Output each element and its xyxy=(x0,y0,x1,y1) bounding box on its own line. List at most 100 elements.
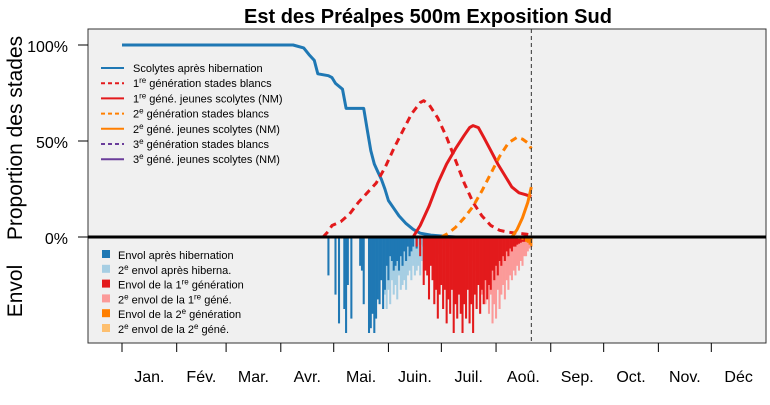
flight-bar xyxy=(514,237,517,276)
month-label: Avr. xyxy=(294,369,321,386)
flight-bar xyxy=(429,237,432,266)
flight-bar xyxy=(473,237,476,295)
x-axis-ticks xyxy=(121,343,712,352)
flight-bar xyxy=(491,237,494,271)
flight-bar xyxy=(345,237,348,333)
flight-bar xyxy=(503,237,506,300)
flight-bar xyxy=(343,237,346,309)
flight-bar xyxy=(512,237,515,271)
flight-bar xyxy=(456,237,459,319)
flight-bar xyxy=(519,237,522,243)
flight-bar xyxy=(517,237,521,244)
legend-label: 1re génération stades blancs xyxy=(133,76,272,91)
flight-bar xyxy=(350,237,353,319)
flight-bar xyxy=(382,237,385,309)
flight-bar xyxy=(426,237,429,276)
flight-bar xyxy=(502,237,505,285)
legend-label: 2e envol de la 1re géné. xyxy=(118,292,232,307)
flight-bar xyxy=(528,237,531,245)
flight-bar xyxy=(415,237,418,271)
flight-bar xyxy=(337,237,341,324)
flight-bar xyxy=(470,237,473,305)
month-label: Aoû. xyxy=(507,369,540,386)
flight-bar xyxy=(523,237,526,242)
flight-bar xyxy=(376,237,379,300)
flight-bar xyxy=(525,237,528,242)
flight-bar xyxy=(405,237,408,261)
flight-bar xyxy=(410,237,413,252)
flight-bar xyxy=(480,237,483,290)
flight-bar xyxy=(417,237,420,266)
flight-bar xyxy=(479,237,482,314)
legend-swatch xyxy=(102,264,110,273)
series-line xyxy=(440,135,533,239)
flight-bar xyxy=(507,237,510,257)
month-label: Nov. xyxy=(669,369,701,386)
flight-bar xyxy=(505,237,508,252)
legend-swatch xyxy=(102,279,110,288)
y-axis-label: Proportion des stades xyxy=(4,36,27,240)
flight-bar xyxy=(431,237,434,281)
flight-bar xyxy=(525,237,528,257)
flight-bar xyxy=(401,237,404,266)
flight-bar xyxy=(503,237,506,261)
flight-bar xyxy=(491,237,494,324)
series-line xyxy=(321,99,532,239)
month-label: Mar. xyxy=(238,369,269,386)
legend-label: 2e génération stades blancs xyxy=(133,106,269,121)
flight-bar xyxy=(507,237,510,290)
flight-bar xyxy=(436,237,439,319)
flight-bar xyxy=(378,237,381,305)
flight-bar xyxy=(399,237,402,290)
flight-bar xyxy=(452,237,455,333)
flight-bar xyxy=(447,237,450,300)
flight-bar xyxy=(498,237,501,309)
flight-bar xyxy=(373,237,376,333)
flight-bar xyxy=(397,237,401,271)
flight-bar xyxy=(487,237,491,285)
flight-bar xyxy=(375,237,378,319)
flight-bar xyxy=(502,237,505,257)
flight-bar xyxy=(394,237,397,266)
flight-bar xyxy=(486,237,489,300)
flight-bar xyxy=(392,237,395,271)
flight-bar xyxy=(475,237,478,309)
legend-label: Envol après hibernation xyxy=(118,250,234,262)
flight-bar xyxy=(493,237,496,281)
flight-bar xyxy=(519,237,522,261)
legend-label: 2e envol après hiberna. xyxy=(118,262,231,277)
series-line xyxy=(122,43,532,239)
flight-bar xyxy=(415,237,418,247)
flight-bar xyxy=(466,237,469,290)
flight-bar xyxy=(396,237,399,300)
flight-bar xyxy=(449,237,452,314)
month-label: Mai. xyxy=(346,369,376,386)
legend-label: 1re géné. jeunes scolytes (NM) xyxy=(133,91,283,106)
flight-bar xyxy=(521,237,524,266)
flight-bar xyxy=(450,237,453,290)
flight-bar xyxy=(509,237,512,249)
flight-bar xyxy=(495,237,498,319)
month-label: Sep. xyxy=(561,369,594,386)
flight-bar xyxy=(327,237,330,276)
legend-label: 3e géné. jeunes scolytes (NM) xyxy=(133,152,280,167)
flight-bar xyxy=(383,237,386,290)
flight-bar xyxy=(396,237,399,261)
flight-bar xyxy=(465,237,468,319)
flight-bar xyxy=(405,237,408,290)
flight-bar xyxy=(457,237,461,295)
flight-bar xyxy=(438,237,441,295)
flight-bar xyxy=(484,237,487,281)
flight-bar xyxy=(440,237,443,285)
flight-bar xyxy=(419,237,422,257)
flight-bar xyxy=(443,237,446,290)
flight-bar xyxy=(459,237,462,314)
flight-bar xyxy=(523,237,526,257)
flight-bar xyxy=(380,237,383,281)
flight-bar xyxy=(435,237,438,290)
flight-bar xyxy=(496,237,499,276)
flight-bar xyxy=(516,237,519,266)
flight-bar xyxy=(489,237,492,290)
